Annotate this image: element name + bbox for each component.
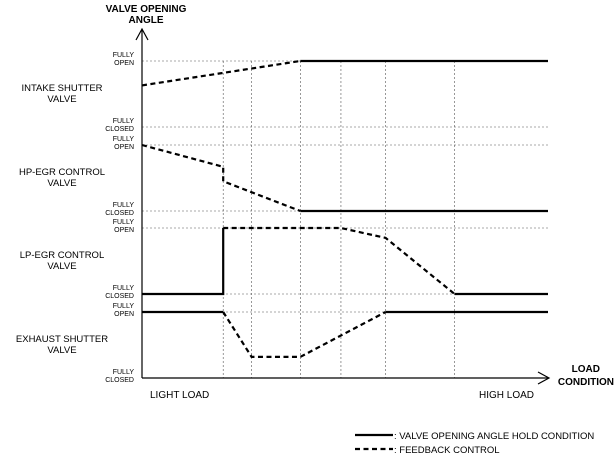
valve-name-label: EXHAUST SHUTTER bbox=[16, 334, 108, 345]
fully-open-label: OPEN bbox=[114, 227, 134, 234]
fully-open-label: FULLY bbox=[113, 52, 135, 59]
fully-closed-label: CLOSED bbox=[105, 126, 134, 133]
legend-hold-label: : VALVE OPENING ANGLE HOLD CONDITION bbox=[394, 431, 594, 442]
fully-open-label: FULLY bbox=[113, 303, 135, 310]
series-line-3-feedback-1 bbox=[222, 311, 387, 358]
fully-closed-label: FULLY bbox=[113, 202, 135, 209]
valve-name-label: VALVE bbox=[47, 94, 76, 105]
high-load-label: HIGH LOAD bbox=[479, 390, 534, 401]
y-axis-title: VALVE OPENING bbox=[106, 4, 187, 15]
fully-closed-label: CLOSED bbox=[105, 210, 134, 217]
grid-layer bbox=[142, 60, 548, 378]
legend-feedback-label: : FEEDBACK CONTROL bbox=[394, 445, 500, 455]
legend: : VALVE OPENING ANGLE HOLD CONDITION : F… bbox=[355, 431, 594, 455]
series-line-0-feedback-0 bbox=[141, 59, 301, 87]
x-axis-title: LOAD bbox=[572, 364, 600, 375]
valve-name-label: HP-EGR CONTROL bbox=[19, 167, 105, 178]
fully-open-label: OPEN bbox=[114, 311, 134, 318]
valve-name-label: INTAKE SHUTTER bbox=[21, 83, 102, 94]
x-axis-title-line2: CONDITION bbox=[558, 377, 614, 388]
fully-closed-label: CLOSED bbox=[105, 377, 134, 384]
valve-name-label: VALVE bbox=[47, 345, 76, 356]
fully-closed-label: FULLY bbox=[113, 285, 135, 292]
fully-closed-label: CLOSED bbox=[105, 293, 134, 300]
series-line-2-feedback-1 bbox=[223, 226, 456, 295]
axes bbox=[135, 27, 551, 385]
light-load-label: LIGHT LOAD bbox=[150, 390, 209, 401]
valve-name-label: VALVE bbox=[47, 261, 76, 272]
series-lines bbox=[141, 59, 548, 358]
valve-name-label: LP-EGR CONTROL bbox=[20, 250, 104, 261]
series-line-1-feedback-0 bbox=[141, 143, 301, 213]
valve-name-label: VALVE bbox=[47, 178, 76, 189]
series-line-2-hold-0 bbox=[142, 228, 225, 296]
fully-open-label: FULLY bbox=[113, 219, 135, 226]
fully-open-label: OPEN bbox=[114, 60, 134, 67]
x-axis-arrow bbox=[537, 371, 551, 385]
y-axis-title-line2: ANGLE bbox=[129, 15, 164, 26]
y-axis-arrow bbox=[135, 27, 149, 41]
fully-closed-label: FULLY bbox=[113, 118, 135, 125]
fully-open-label: OPEN bbox=[114, 144, 134, 151]
fully-open-label: FULLY bbox=[113, 136, 135, 143]
fully-closed-label: FULLY bbox=[113, 369, 135, 376]
